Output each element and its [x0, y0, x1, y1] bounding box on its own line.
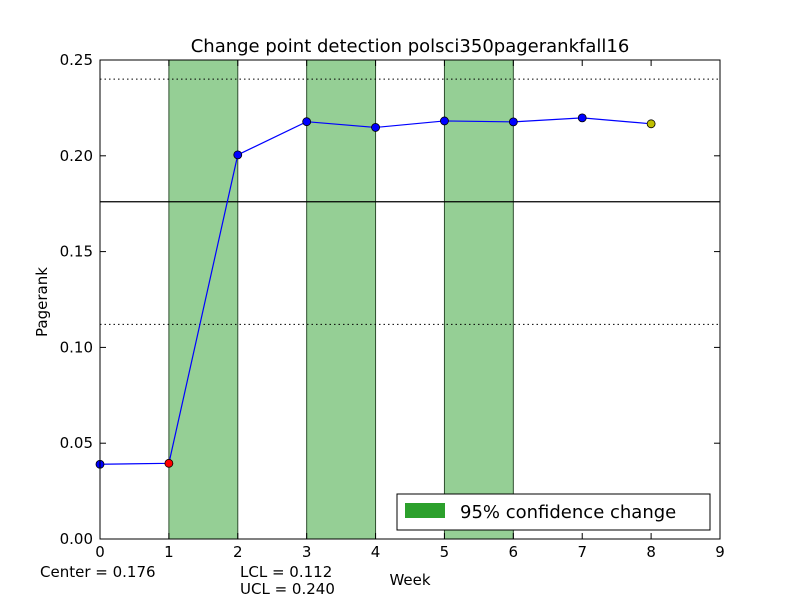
x-tick-label: 2 — [233, 543, 243, 561]
y-tick-label: 0.25 — [60, 51, 93, 69]
plot-frame — [99, 59, 721, 540]
x-tick-label: 0 — [95, 543, 105, 561]
data-point — [646, 119, 656, 129]
x-tick-label: 4 — [371, 543, 381, 561]
y-tick-label: 0.05 — [60, 434, 93, 452]
data-point — [164, 458, 174, 468]
x-ticks: 0 1 2 3 4 5 6 7 8 9 — [95, 60, 725, 561]
x-tick-label: 8 — [646, 543, 656, 561]
data-point — [577, 113, 587, 123]
y-tick-label: 0.20 — [60, 147, 93, 165]
ucl-annotation: UCL = 0.240 — [240, 580, 335, 598]
data-point — [440, 116, 449, 126]
change-bands — [168, 59, 514, 540]
y-tick-label: 0.15 — [60, 243, 93, 261]
x-tick-label: 7 — [577, 543, 587, 561]
legend: 95% confidence change — [396, 493, 711, 531]
x-tick-label: 3 — [302, 543, 312, 561]
y-ticks: 0.00 0.05 0.10 0.15 0.20 0.25 — [60, 51, 720, 548]
data-point — [508, 117, 518, 127]
y-tick-label: 0.00 — [60, 530, 93, 548]
data-point — [371, 123, 380, 132]
center-annotation: Center = 0.176 — [40, 563, 156, 581]
reference-lines — [100, 78, 720, 325]
lcl-annotation: LCL = 0.112 — [240, 563, 332, 581]
legend-swatch — [405, 503, 445, 518]
chart-title: Change point detection polsci350pagerank… — [191, 36, 630, 57]
series — [95, 113, 656, 469]
y-axis-label: Pagerank — [33, 267, 51, 337]
y-tick-label: 0.10 — [60, 338, 93, 356]
legend-box — [396, 493, 711, 531]
data-point — [233, 150, 243, 160]
data-point — [302, 117, 312, 127]
x-tick-label: 6 — [509, 543, 519, 561]
change-band-2 — [306, 59, 377, 540]
x-tick-label: 5 — [440, 543, 450, 561]
x-axis-label: Week — [389, 571, 430, 589]
change-band-1 — [168, 59, 239, 540]
legend-label: 95% confidence change — [460, 502, 676, 523]
x-tick-label: 1 — [164, 543, 174, 561]
change-band-3 — [443, 59, 514, 540]
x-tick-label: 9 — [715, 543, 725, 561]
